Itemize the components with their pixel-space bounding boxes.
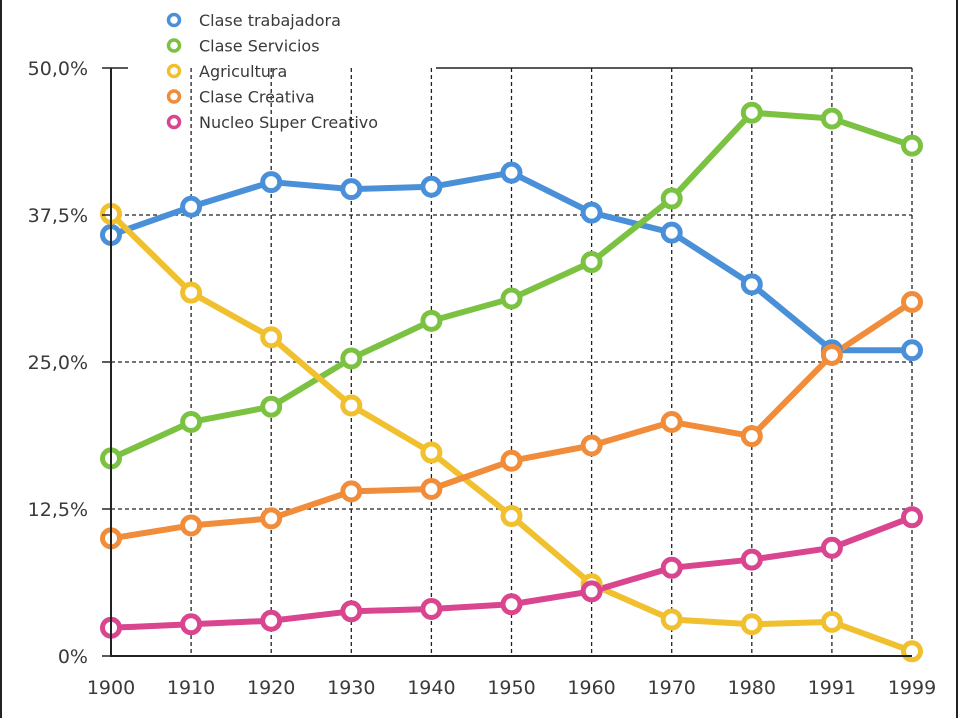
- data-point-s4-1999: [901, 506, 923, 529]
- data-point-s1-1910: [180, 410, 203, 433]
- data-point-s0-1980: [740, 273, 763, 296]
- data-point-s2-1980: [740, 613, 763, 636]
- data-point-s3-1980: [740, 425, 763, 448]
- x-tick-label: 1910: [167, 677, 215, 699]
- data-point-s3-1910: [180, 514, 203, 537]
- data-point-s4-1970: [660, 556, 683, 579]
- data-point-s3-1991: [820, 343, 843, 366]
- data-point-s1-1930: [340, 347, 363, 370]
- y-tick-label: 50,0%: [28, 58, 88, 80]
- data-point-s3-1960: [580, 434, 603, 457]
- data-point-s0-1999: [901, 339, 923, 362]
- data-point-s3-1999: [901, 291, 923, 314]
- x-tick-label: 1991: [808, 677, 856, 699]
- data-point-s3-1930: [340, 480, 363, 503]
- data-point-s0-1960: [580, 201, 603, 224]
- data-point-s4-1960: [580, 580, 603, 603]
- data-point-s1-1991: [820, 107, 843, 130]
- grid: [111, 67, 913, 656]
- legend-marker-2: [166, 63, 182, 79]
- data-point-s0-1940: [420, 175, 443, 198]
- data-point-s0-1910: [180, 195, 203, 218]
- data-point-s3-1950: [500, 449, 523, 472]
- data-point-s1-1980: [740, 101, 763, 124]
- data-point-s2-1910: [180, 281, 203, 304]
- y-tick-label: 0%: [58, 646, 88, 668]
- data-point-s3-1940: [420, 478, 443, 501]
- x-tick-label: 1980: [728, 677, 776, 699]
- legend-label-0: Clase trabajadora: [199, 11, 341, 30]
- data-point-s2-1930: [340, 394, 363, 417]
- data-point-s4-1920: [260, 609, 283, 632]
- legend-marker-0: [166, 12, 182, 28]
- data-point-s0-1930: [340, 178, 363, 201]
- legend-label-2: Agricultura: [199, 62, 287, 81]
- data-point-s0-1970: [660, 221, 683, 244]
- x-tick-label: 1960: [567, 677, 615, 699]
- legend-marker-1: [166, 38, 182, 53]
- x-tick-label: 1999: [888, 677, 936, 699]
- x-tick-label: 1950: [487, 677, 535, 699]
- x-tick-label: 1900: [87, 677, 135, 699]
- data-point-s3-1970: [660, 410, 683, 433]
- y-tick-label: 37,5%: [28, 205, 88, 227]
- data-point-s1-1970: [660, 187, 683, 210]
- legend-marker-4: [166, 114, 182, 130]
- x-tick-label: 1970: [648, 677, 696, 699]
- data-point-s1-1950: [500, 287, 523, 310]
- data-point-s1-1940: [420, 309, 443, 332]
- data-point-s2-1991: [820, 610, 843, 633]
- data-point-s0-1920: [260, 171, 283, 194]
- data-point-s4-1940: [420, 597, 443, 620]
- data-point-s1-1920: [260, 395, 283, 418]
- data-point-s0-1950: [500, 161, 523, 184]
- data-point-s4-1950: [500, 593, 523, 616]
- data-point-s2-1940: [420, 441, 443, 464]
- y-tick-label: 25,0%: [28, 352, 88, 374]
- legend-label-3: Clase Creativa: [199, 88, 315, 107]
- data-point-s1-1999: [901, 134, 923, 157]
- x-tick-label: 1920: [247, 677, 295, 699]
- legend-label-1: Clase Servicios: [199, 37, 320, 56]
- data-point-s3-1920: [260, 507, 283, 530]
- x-tick-label: 1940: [407, 677, 455, 699]
- data-point-s2-1999: [901, 640, 923, 663]
- data-point-s1-1960: [580, 251, 603, 274]
- x-tick-label: 1930: [327, 677, 375, 699]
- data-point-s4-1980: [740, 548, 763, 571]
- data-point-s4-1991: [820, 536, 843, 559]
- data-point-s2-1970: [660, 608, 683, 631]
- legend-label-4: Nucleo Super Creativo: [199, 113, 378, 132]
- data-point-s2-1950: [500, 505, 523, 528]
- axes: 0% 12,5% 25,0% 37,5% 50,0% 1900 1910 1920 1930 19…: [28, 58, 937, 699]
- series-layer: [100, 101, 923, 663]
- legend-marker-3: [166, 89, 182, 104]
- legend: Clase trabajadora Clase Servicios Agricult…: [166, 11, 378, 132]
- data-point-s4-1910: [180, 613, 203, 636]
- data-point-s2-1920: [260, 326, 283, 349]
- y-tick-label: 12,5%: [28, 499, 88, 521]
- data-point-s4-1930: [340, 600, 363, 623]
